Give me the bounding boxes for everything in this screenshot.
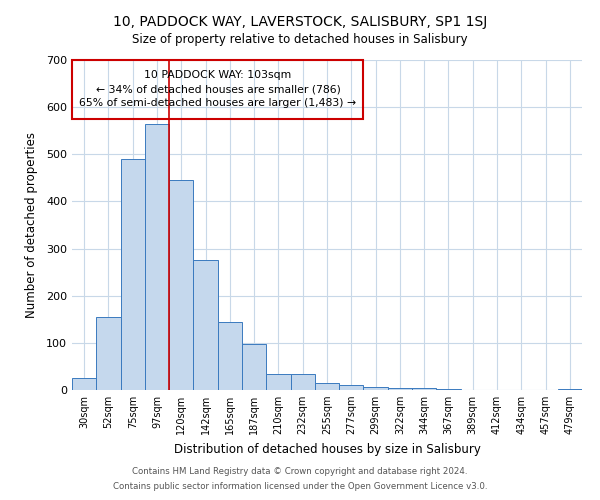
Text: 10, PADDOCK WAY, LAVERSTOCK, SALISBURY, SP1 1SJ: 10, PADDOCK WAY, LAVERSTOCK, SALISBURY, … — [113, 15, 487, 29]
Text: Contains HM Land Registry data © Crown copyright and database right 2024.: Contains HM Land Registry data © Crown c… — [132, 467, 468, 476]
X-axis label: Distribution of detached houses by size in Salisbury: Distribution of detached houses by size … — [173, 442, 481, 456]
Bar — [266, 374, 290, 390]
Bar — [315, 384, 339, 390]
Bar — [218, 322, 242, 390]
Bar — [388, 388, 412, 390]
Text: Contains public sector information licensed under the Open Government Licence v3: Contains public sector information licen… — [113, 482, 487, 491]
Bar — [290, 374, 315, 390]
Bar — [169, 180, 193, 390]
Bar — [73, 60, 364, 119]
Bar — [145, 124, 169, 390]
Bar — [121, 159, 145, 390]
Bar — [436, 389, 461, 390]
Text: Size of property relative to detached houses in Salisbury: Size of property relative to detached ho… — [132, 32, 468, 46]
Bar — [364, 386, 388, 390]
Text: 10 PADDOCK WAY: 103sqm
← 34% of detached houses are smaller (786)
65% of semi-de: 10 PADDOCK WAY: 103sqm ← 34% of detached… — [79, 70, 356, 108]
Y-axis label: Number of detached properties: Number of detached properties — [25, 132, 38, 318]
Bar — [96, 317, 121, 390]
Bar — [412, 388, 436, 390]
Bar — [242, 344, 266, 390]
Bar — [339, 386, 364, 390]
Bar — [193, 260, 218, 390]
Bar — [558, 388, 582, 390]
Bar — [72, 378, 96, 390]
